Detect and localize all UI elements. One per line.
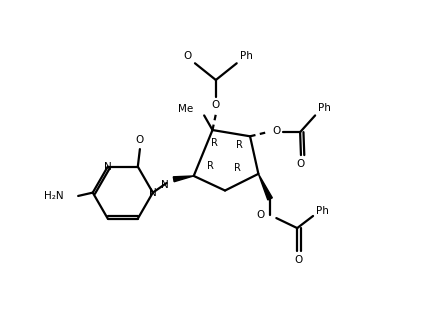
Text: Ph: Ph bbox=[240, 51, 253, 61]
Text: O: O bbox=[211, 100, 219, 110]
Text: O: O bbox=[295, 255, 303, 265]
Text: Me: Me bbox=[178, 104, 194, 114]
Text: R: R bbox=[211, 138, 218, 148]
Text: R: R bbox=[234, 163, 241, 172]
Text: R: R bbox=[207, 161, 214, 171]
Text: H₂N: H₂N bbox=[44, 191, 64, 201]
Text: N: N bbox=[104, 162, 112, 171]
Text: O: O bbox=[184, 51, 192, 61]
Polygon shape bbox=[173, 176, 194, 182]
Text: Ph: Ph bbox=[316, 206, 329, 215]
Text: R: R bbox=[236, 140, 243, 150]
Text: O: O bbox=[136, 135, 144, 145]
Text: N: N bbox=[149, 188, 157, 198]
Text: O: O bbox=[257, 210, 265, 220]
Text: O: O bbox=[272, 126, 281, 136]
Text: Ph: Ph bbox=[318, 103, 331, 113]
Polygon shape bbox=[258, 174, 272, 200]
Text: O: O bbox=[297, 159, 305, 169]
Text: N: N bbox=[162, 180, 169, 190]
